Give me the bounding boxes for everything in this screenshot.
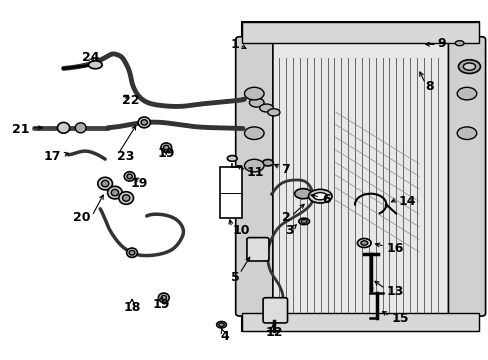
Bar <box>242 22 478 331</box>
Ellipse shape <box>244 127 264 139</box>
FancyBboxPatch shape <box>263 298 287 323</box>
FancyBboxPatch shape <box>235 37 272 316</box>
Text: 22: 22 <box>122 94 140 107</box>
Ellipse shape <box>308 189 331 203</box>
Text: 7: 7 <box>281 163 289 176</box>
Ellipse shape <box>163 145 169 150</box>
Ellipse shape <box>122 195 130 201</box>
Ellipse shape <box>161 295 166 300</box>
Ellipse shape <box>360 241 367 245</box>
Ellipse shape <box>75 123 86 133</box>
Text: 19: 19 <box>157 147 175 159</box>
Text: 24: 24 <box>81 51 99 64</box>
Ellipse shape <box>218 323 224 327</box>
Text: 23: 23 <box>117 150 135 163</box>
Ellipse shape <box>294 189 311 199</box>
Text: 4: 4 <box>220 330 229 343</box>
Bar <box>242 313 478 331</box>
Ellipse shape <box>124 172 135 181</box>
Ellipse shape <box>216 321 226 328</box>
Text: 9: 9 <box>437 37 446 50</box>
Ellipse shape <box>129 251 135 255</box>
Ellipse shape <box>227 156 237 161</box>
Ellipse shape <box>454 41 463 46</box>
Bar <box>220 167 242 218</box>
Ellipse shape <box>107 186 122 199</box>
Text: 8: 8 <box>425 80 433 93</box>
Ellipse shape <box>161 143 171 152</box>
Ellipse shape <box>126 248 137 257</box>
Text: 3: 3 <box>284 224 293 237</box>
Text: 21: 21 <box>12 123 29 136</box>
Ellipse shape <box>267 109 279 116</box>
Bar <box>242 22 478 43</box>
Ellipse shape <box>58 122 69 133</box>
Text: 10: 10 <box>232 224 249 237</box>
Ellipse shape <box>259 104 273 112</box>
Ellipse shape <box>458 60 479 73</box>
Text: 17: 17 <box>43 150 61 163</box>
Ellipse shape <box>88 61 102 69</box>
Text: 16: 16 <box>386 242 403 255</box>
Ellipse shape <box>262 159 273 166</box>
Text: 5: 5 <box>230 271 239 284</box>
Text: 6: 6 <box>322 193 331 206</box>
Text: 15: 15 <box>390 312 408 325</box>
Text: 2: 2 <box>282 211 290 224</box>
Text: 1: 1 <box>230 39 239 51</box>
Text: 19: 19 <box>152 298 170 311</box>
Ellipse shape <box>313 193 326 200</box>
Ellipse shape <box>158 293 169 302</box>
Text: 19: 19 <box>130 177 148 190</box>
Ellipse shape <box>301 220 306 223</box>
Ellipse shape <box>249 98 264 107</box>
Text: 13: 13 <box>386 285 403 298</box>
FancyBboxPatch shape <box>447 37 485 316</box>
Text: 12: 12 <box>264 327 282 339</box>
Text: 14: 14 <box>398 195 415 208</box>
Ellipse shape <box>244 159 264 172</box>
Ellipse shape <box>102 180 109 187</box>
Ellipse shape <box>244 87 264 100</box>
Ellipse shape <box>456 127 476 139</box>
Text: 20: 20 <box>73 211 90 224</box>
Ellipse shape <box>141 120 147 125</box>
Text: 18: 18 <box>123 301 141 314</box>
Ellipse shape <box>119 192 133 204</box>
FancyBboxPatch shape <box>246 238 268 261</box>
Ellipse shape <box>462 63 475 70</box>
Ellipse shape <box>98 177 112 190</box>
Ellipse shape <box>127 174 132 179</box>
Ellipse shape <box>111 189 118 196</box>
Ellipse shape <box>138 117 150 128</box>
Ellipse shape <box>298 218 309 225</box>
Ellipse shape <box>357 238 370 248</box>
Text: 11: 11 <box>246 166 264 179</box>
Ellipse shape <box>456 87 476 100</box>
